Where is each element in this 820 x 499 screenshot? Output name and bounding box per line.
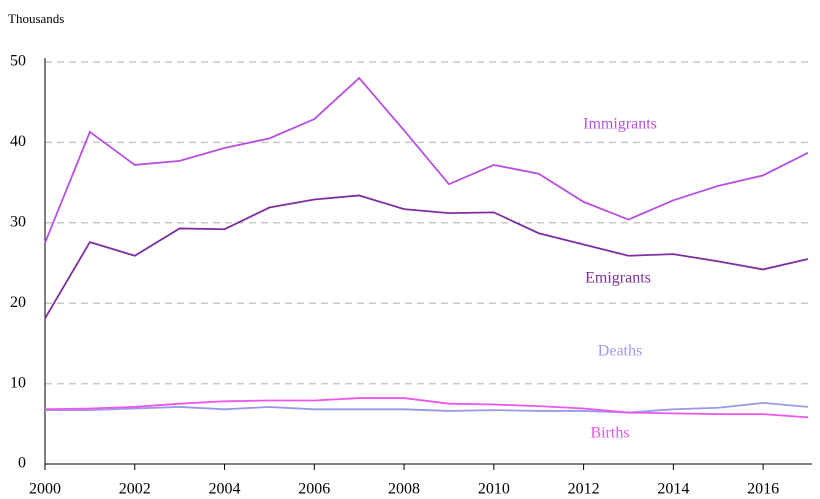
y-tick-label: 30 [10,213,26,230]
series-label: Births [590,425,629,442]
series-line [44,76,809,244]
x-tick-label: 2010 [478,481,510,498]
y-tick-label: 20 [10,294,26,311]
series-label: Deaths [598,343,642,360]
x-tick-label: 2002 [119,481,151,498]
series-label: Emigrants [585,270,651,287]
y-tick-label: 0 [18,455,26,472]
series-line [45,401,809,414]
x-tick-label: 2012 [568,481,600,498]
x-tick-label: 2006 [298,481,330,498]
x-tick-label: 2004 [209,481,241,498]
y-axis-label: Thousands [8,11,64,26]
series-line [44,194,809,319]
y-tick-label: 50 [10,53,26,70]
y-tick-label: 40 [10,133,26,150]
y-tick-label: 10 [10,374,26,391]
x-tick-label: 2008 [388,481,420,498]
series-label: Immigrants [583,116,657,133]
series-line [44,397,809,419]
x-tick-label: 2000 [29,481,61,498]
x-tick-label: 2016 [747,481,779,498]
x-tick-label: 2014 [657,481,689,498]
